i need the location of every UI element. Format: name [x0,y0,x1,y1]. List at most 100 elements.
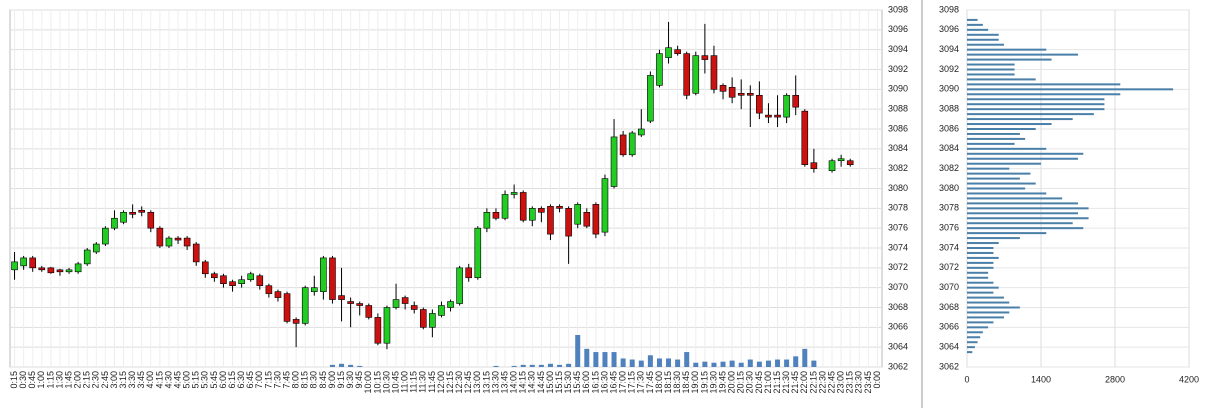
candle-body [74,263,82,273]
x-tick-label: 0:15 [9,371,19,389]
profile-bar [967,301,1010,304]
candle-body [810,162,818,169]
y-tick-label: 3088 [888,104,908,114]
profile-bar [967,351,973,354]
candle-body [601,178,609,233]
profile-bar [967,266,994,269]
volume-bar [520,364,526,367]
candle-body [483,212,491,229]
x-tick-label: 9:15 [336,371,346,389]
candle-body [574,204,582,225]
profile-bar [967,18,978,21]
volume-bar [357,365,363,367]
profile-bar [967,83,1121,86]
candle-body [737,93,745,96]
y-tick-label: 3092 [888,64,908,74]
candle-body [347,301,354,304]
y-tick-label: 3076 [939,223,959,233]
x-tick-label: 11:00 [400,371,410,393]
volume-bar [538,364,544,367]
x-tick-label: 1:45 [63,371,73,389]
x-tick-label: 11:30 [418,371,428,393]
candle-body [628,132,636,156]
x-tick-label: 2:30 [91,371,101,389]
profile-bar [967,202,1078,205]
candle-body [283,293,291,322]
x-tick-label: 0:30 [18,371,28,389]
candle-body [501,194,509,219]
volume-bar [629,359,635,367]
y-tick-label: 3062 [939,361,959,371]
candle-body [338,295,345,300]
candle-body [220,275,227,284]
y-tick-label: 3096 [888,24,908,34]
x-tick-label: 13:45 [499,371,509,394]
volume-bar [511,365,517,367]
x-tick-label: 13:00 [472,371,482,394]
x-tick-label: 12:30 [454,371,464,394]
x-tick-label: 23:30 [854,371,864,394]
candle-body [610,136,618,187]
x-tick-label: 0 [964,374,969,384]
x-tick-label: 14:45 [536,371,546,394]
y-tick-label: 3094 [939,44,959,54]
x-tick-label: 3:45 [136,371,146,389]
x-tick-label: 13:15 [481,371,491,394]
profile-bar [967,232,1047,235]
volume-bar [620,358,626,367]
x-tick-label: 10:00 [363,371,373,394]
candle-body [447,301,454,308]
profile-bar [967,182,1036,185]
x-tick-label: 14:15 [518,371,528,394]
candle-body [329,257,336,300]
volume-bar [329,364,335,367]
candle-body [801,110,809,166]
x-tick-label: 14:30 [527,371,537,394]
profile-bar [967,237,1020,240]
profile-bar [967,147,1047,150]
x-tick-label: 4:15 [154,371,164,389]
x-tick-label: 17:15 [627,371,637,394]
candle-body [38,267,46,271]
candle-body [165,237,173,247]
y-tick-label: 3062 [888,361,908,371]
volume-bar [693,362,699,367]
volume-bar [675,359,681,367]
x-tick-label: 11:15 [409,371,419,393]
profile-bar [967,271,989,274]
x-tick-label: 5:15 [191,371,201,389]
y-tick-label: 3064 [939,342,959,352]
candle-body [92,243,100,253]
x-tick-label: 7:15 [263,371,273,389]
candle-body [256,275,264,286]
candle-body [365,305,373,318]
x-tick-label: 19:45 [717,371,727,394]
candle-body [792,94,800,108]
x-tick-label: 21:45 [790,371,800,394]
candle-body [183,237,191,247]
candle-body [292,319,300,324]
profile-bar [967,142,1015,145]
profile-bar [967,306,1020,309]
x-tick-label: 7:00 [254,371,264,389]
candle-body [392,299,400,308]
x-tick-label: 22:30 [817,371,827,394]
profile-bar [967,281,994,284]
candle-body [374,317,382,344]
candle-body [120,212,127,223]
x-tick-label: 4:30 [163,371,173,389]
candle-body [29,257,37,269]
candle-body [229,281,236,286]
profile-bar [967,227,1084,230]
volume-bar [593,352,599,367]
candle-body [111,217,118,229]
candle-body [147,212,155,229]
volume-bar [602,352,608,367]
profile-bar [967,152,1084,155]
profile-bar [967,28,989,31]
x-tick-label: 6:30 [236,371,246,389]
y-tick-label: 3068 [939,302,959,312]
x-tick-label: 6:15 [227,371,237,389]
candle-body [592,204,600,235]
